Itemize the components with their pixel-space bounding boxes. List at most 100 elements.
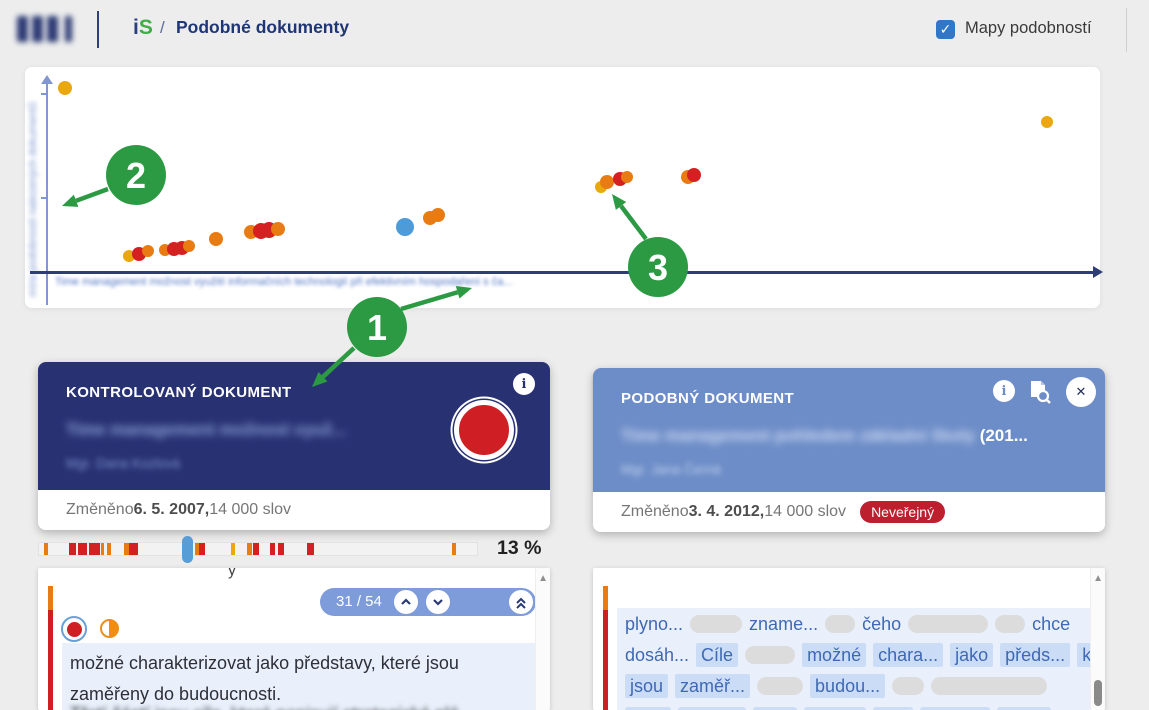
scatter-dot-orange[interactable] — [183, 240, 195, 252]
chevron-up-icon — [401, 598, 411, 605]
similarity-strip[interactable] — [38, 542, 478, 556]
scatter-dot-yellow[interactable] — [58, 81, 72, 95]
partial-match-marker[interactable] — [100, 619, 119, 638]
strip-position-marker[interactable] — [182, 536, 193, 563]
info-icon[interactable]: i — [513, 373, 535, 395]
match-bar-red — [603, 610, 608, 710]
scrollbar[interactable]: ▲ — [535, 568, 550, 710]
page-title: Podobné dokumenty — [176, 17, 350, 37]
highlighted-word: možné — [802, 643, 867, 667]
is-logo[interactable]: iS — [133, 16, 153, 40]
y-axis-tick — [41, 197, 46, 199]
highlighted-word: Cíle — [696, 643, 739, 667]
similar-text-line: plyno... zname... čeho chce — [625, 614, 1083, 645]
scatter-dot-red[interactable] — [687, 168, 701, 182]
similar-card-footer: Změněno 3. 4. 2012, 14 000 slov Neveřejn… — [593, 492, 1105, 532]
similar-text-line: jsou zaměř... budou... — [625, 674, 1083, 707]
redacted-word-pill — [892, 677, 925, 695]
top-header: iS / Podobné dokumenty ✓ Mapy podobností — [0, 0, 1149, 58]
match-pager: 31 / 54 — [320, 588, 536, 616]
strip-segment-orange — [101, 543, 104, 555]
university-logo-blurred — [65, 16, 72, 42]
private-badge: Neveřejný — [860, 501, 946, 523]
plain-word: plyno... — [625, 614, 684, 634]
similarity-percent: 13 % — [497, 537, 542, 559]
strip-segment-red — [78, 543, 87, 555]
highlighted-word-clipped — [873, 707, 913, 710]
scrollbar-thumb[interactable] — [1094, 680, 1102, 706]
strip-segment-red — [69, 543, 76, 555]
plain-word: dosáh... — [625, 645, 690, 665]
scatter-dot-blue[interactable] — [396, 218, 414, 236]
next-match-button[interactable] — [426, 590, 450, 614]
matched-paragraph-line: možné charakterizovat jako představy, kt… — [70, 653, 459, 673]
plain-word: zname... — [749, 614, 819, 634]
header-right-divider — [1126, 8, 1127, 52]
similar-card-title-year: (201... — [979, 426, 1028, 445]
similarity-donut-100-red — [454, 400, 514, 460]
strip-segment-orange — [452, 543, 456, 555]
first-match-button[interactable] — [509, 590, 533, 614]
close-button[interactable]: ✕ — [1066, 377, 1096, 407]
redacted-word-pill — [745, 646, 796, 664]
strip-segment-red — [89, 543, 100, 555]
annotation-number: 1 — [367, 307, 387, 348]
similar-text-line — [625, 707, 1083, 710]
strip-segment-red — [129, 543, 138, 555]
similar-card-label: PODOBNÝ DOKUMENT — [621, 390, 795, 407]
redacted-word-pill — [908, 615, 989, 633]
redacted-word-pill — [825, 615, 856, 633]
double-chevron-up-icon — [516, 597, 526, 609]
strip-segment-yellow — [231, 543, 235, 555]
checked-card-title-blurred: Time management možnost využ... — [66, 420, 347, 439]
strip-segment-orange — [195, 543, 199, 555]
strip-segment-red — [278, 543, 284, 555]
meta-prefix: Změněno — [621, 503, 689, 520]
highlighted-word-clipped — [753, 707, 797, 710]
meta-words: 14 000 slov — [764, 503, 847, 520]
similar-matched-paragraph: plyno... zname... čeho chce dosáh... Cíle možn… — [617, 608, 1091, 710]
redacted-word-pill — [757, 677, 804, 695]
previous-match-button[interactable] — [394, 590, 418, 614]
chevron-down-icon — [433, 599, 443, 606]
y-axis-tick — [41, 93, 46, 95]
similar-card-author-blurred: Mgr. Jana Černá — [621, 462, 721, 477]
strip-segment-red — [253, 543, 259, 555]
scatter-dot-orange[interactable] — [209, 232, 223, 246]
check-icon: ✓ — [939, 21, 952, 37]
meta-date: 6. 5. 2007, — [133, 501, 210, 518]
scatter-dot-orange[interactable] — [600, 175, 614, 189]
scroll-up-icon[interactable]: ▲ — [1093, 573, 1103, 584]
meta-prefix: Změněno — [66, 501, 134, 518]
scroll-up-icon[interactable]: ▲ — [538, 573, 548, 584]
strip-segment-red — [199, 543, 205, 555]
highlighted-word: zaměř... — [675, 674, 751, 698]
highlighted-word-clipped — [997, 707, 1051, 710]
match-bar-orange — [48, 586, 53, 610]
scatter-dot-yellow[interactable] — [1041, 116, 1053, 128]
full-match-marker[interactable] — [61, 616, 87, 642]
x-axis-arrow-icon — [1093, 266, 1109, 278]
scatter-dot-orange[interactable] — [142, 245, 154, 257]
info-icon[interactable]: i — [993, 380, 1015, 402]
strip-segment-orange — [247, 543, 252, 555]
y-axis — [46, 77, 48, 305]
strip-segment-orange — [124, 543, 129, 555]
scrollbar[interactable]: ▲ — [1090, 568, 1105, 710]
scatter-dot-orange[interactable] — [271, 222, 285, 236]
similar-card-title-blurred: Time management pohledem základní školy — [621, 426, 980, 445]
scatter-dot-orange[interactable] — [431, 208, 445, 222]
checked-document-card: KONTROLOVANÝ DOKUMENT Time management mo… — [38, 362, 550, 530]
strip-segment-red — [307, 543, 314, 555]
y-axis-label-blurred: míra podobnosti nalezených dokumentů — [27, 101, 39, 297]
pager-counter: 31 / 54 — [336, 593, 382, 610]
similarity-maps-checkbox[interactable]: ✓ — [936, 20, 955, 39]
redacted-word-pill — [690, 615, 743, 633]
checked-card-author-blurred: Mgr. Dana Kozlová — [66, 456, 181, 471]
strip-segment-orange — [44, 543, 48, 555]
scatter-plot: míra podobnosti nalezených dokumentů Tim… — [25, 67, 1103, 308]
highlighted-word: chara... — [873, 643, 944, 667]
similar-card-header: PODOBNÝ DOKUMENT Time management pohlede… — [593, 368, 1105, 492]
scatter-dot-orange[interactable] — [621, 171, 633, 183]
document-search-icon[interactable] — [1025, 378, 1053, 406]
